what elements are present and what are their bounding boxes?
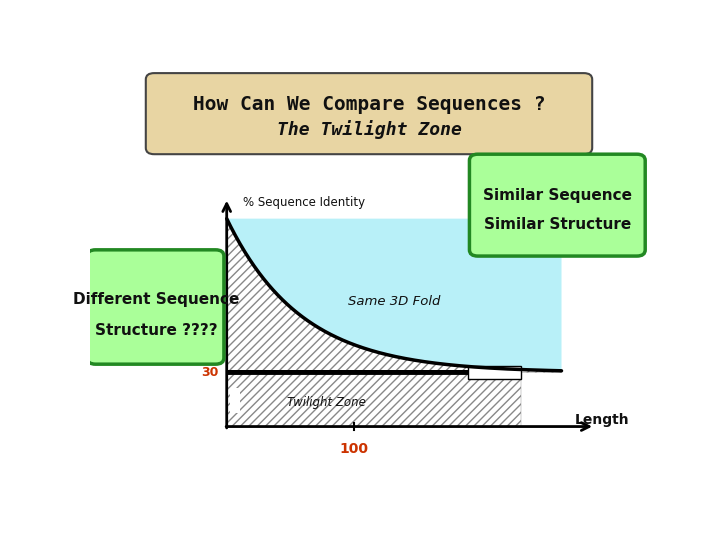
Text: Similar Structure: Similar Structure [484, 218, 631, 232]
FancyBboxPatch shape [227, 370, 521, 374]
Text: Twilight Zone: Twilight Zone [287, 396, 366, 409]
Text: 100: 100 [339, 442, 369, 456]
Polygon shape [227, 373, 521, 427]
Text: 30: 30 [201, 366, 218, 379]
FancyBboxPatch shape [87, 250, 224, 364]
Polygon shape [227, 219, 562, 373]
Bar [230, 388, 240, 413]
Text: Length: Length [575, 413, 629, 427]
FancyBboxPatch shape [469, 154, 645, 256]
Text: Different Sequence: Different Sequence [73, 292, 239, 307]
Text: The Twilight Zone: The Twilight Zone [276, 120, 462, 139]
Polygon shape [227, 219, 562, 373]
Text: Same 3D Fold: Same 3D Fold [348, 295, 441, 308]
Text: % Sequence Identity: % Sequence Identity [243, 195, 366, 208]
Text: Similar Sequence: Similar Sequence [483, 188, 632, 203]
Text: How Can We Compare Sequences ?: How Can We Compare Sequences ? [193, 95, 545, 114]
FancyBboxPatch shape [145, 73, 593, 154]
Text: Structure ????: Structure ???? [94, 323, 217, 339]
Bar [468, 366, 521, 379]
